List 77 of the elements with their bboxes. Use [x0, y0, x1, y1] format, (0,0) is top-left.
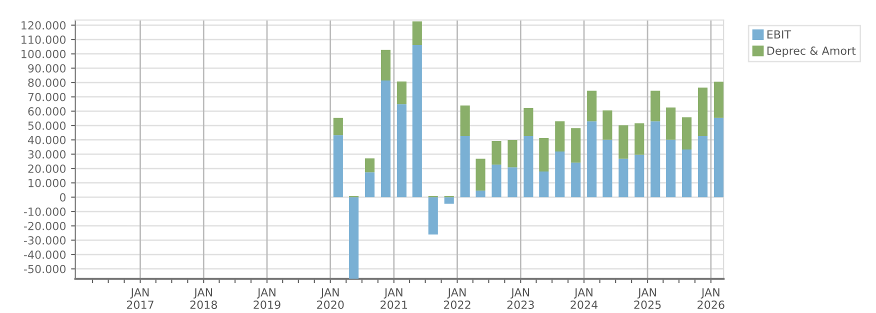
legend-label: Deprec & Amort [767, 46, 856, 58]
bar [508, 167, 518, 198]
bar [333, 135, 343, 198]
bar [492, 164, 502, 198]
bar [476, 158, 486, 191]
x-tick-label: JAN 2018 [190, 288, 218, 309]
bar [460, 105, 470, 136]
y-tick-label: 20.000 [28, 164, 66, 173]
y-tick-label: -10.000 [24, 207, 66, 216]
x-tick-label: JAN 2020 [317, 288, 344, 309]
bar [714, 82, 724, 118]
bar [539, 138, 549, 172]
x-tick-label: JAN 2022 [444, 288, 470, 309]
y-tick-label: 0 [60, 193, 66, 202]
y-tick-label: 10.000 [28, 178, 66, 188]
y-tick-label: 120.000 [22, 21, 66, 30]
bar [364, 172, 375, 198]
x-tick-label: JAN 2026 [698, 288, 724, 309]
bar [524, 108, 534, 136]
bar [539, 172, 549, 198]
bar [634, 123, 644, 155]
bar [555, 121, 565, 152]
bar [555, 151, 565, 198]
bar [714, 118, 724, 198]
bar [428, 197, 438, 234]
y-tick-label: 60.000 [28, 107, 66, 116]
bar [602, 140, 612, 198]
y-tick-label: 80.000 [28, 78, 66, 87]
bar [571, 128, 581, 163]
bar [396, 104, 406, 198]
bar [618, 158, 628, 198]
x-tick-label: JAN 2021 [380, 288, 408, 309]
bar [650, 90, 660, 122]
y-tick-label: 100.000 [22, 50, 66, 58]
bar [380, 80, 391, 198]
bar [476, 190, 486, 198]
x-tick-label: JAN 2023 [507, 288, 534, 309]
bar [682, 117, 692, 150]
y-tick-label: -50.000 [24, 264, 66, 274]
y-tick-label: 30.000 [28, 150, 66, 159]
bar [587, 90, 597, 122]
bar [698, 136, 708, 198]
bar [460, 136, 470, 198]
bar [698, 88, 708, 136]
x-tick-label: JAN 2025 [634, 288, 661, 309]
y-tick-label: -30.000 [24, 236, 66, 245]
bar [524, 136, 534, 198]
bar [412, 44, 422, 198]
bar [492, 141, 502, 165]
bar [412, 21, 422, 45]
bar [666, 140, 676, 198]
x-tick-label: JAN 2017 [126, 288, 154, 309]
y-tick-label: 50.000 [28, 121, 66, 130]
legend-label: EBIT [767, 30, 792, 38]
bar [587, 121, 597, 198]
y-tick-label: -40.000 [24, 250, 66, 259]
bar [571, 162, 581, 198]
bar [380, 50, 391, 81]
bar [364, 158, 375, 172]
x-tick-label: JAN 2024 [570, 288, 598, 309]
bar [650, 121, 660, 198]
bar [602, 110, 612, 140]
bar [618, 125, 628, 159]
bar [444, 197, 454, 204]
y-tick-label: 40.000 [28, 136, 66, 144]
x-tick-label: JAN 2019 [254, 288, 280, 309]
bar [508, 140, 518, 168]
bar [349, 197, 359, 279]
bar [682, 149, 692, 198]
bar [396, 82, 406, 104]
bar [333, 118, 343, 136]
y-tick-label: -20.000 [24, 222, 66, 230]
y-tick-label: 90.000 [28, 64, 66, 73]
bar [634, 154, 644, 198]
y-tick-label: 110.000 [22, 36, 66, 44]
y-tick-label: 70.000 [28, 92, 66, 102]
bar [666, 107, 676, 140]
